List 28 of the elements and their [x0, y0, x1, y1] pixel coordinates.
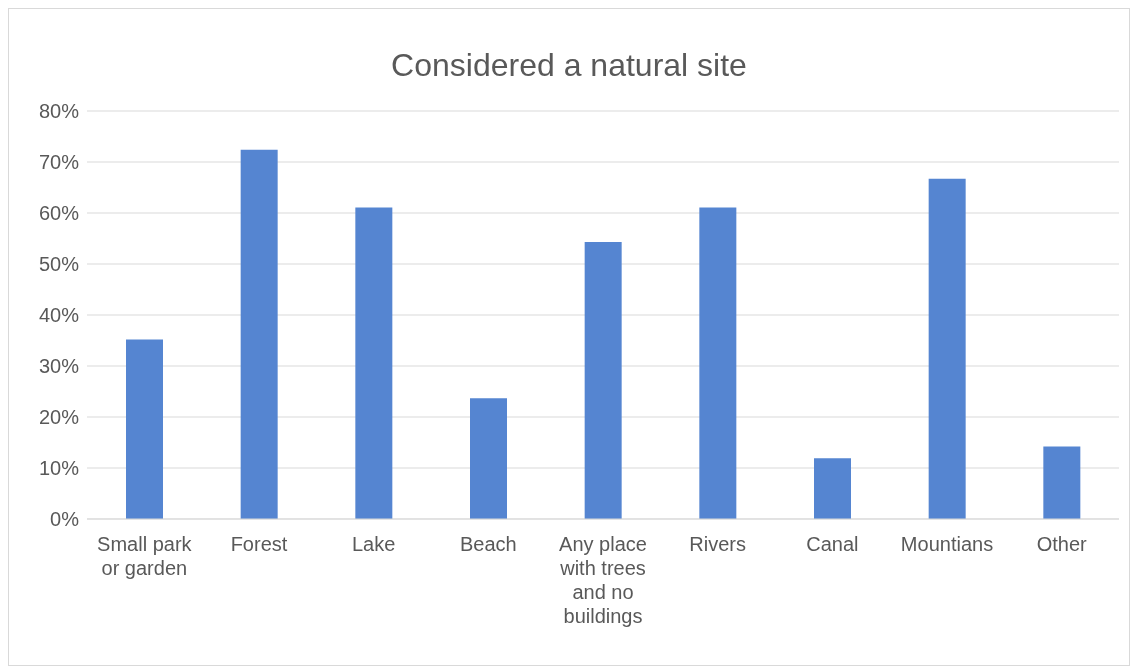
bar	[1043, 446, 1081, 519]
bar	[470, 398, 507, 519]
x-tick-label: Other	[1036, 533, 1088, 555]
bar	[928, 178, 966, 519]
x-tick-label: Canal	[806, 533, 859, 555]
x-tick-label: Forest	[230, 533, 288, 555]
y-tick-label: 30%	[38, 355, 80, 378]
y-tick-label: 0%	[50, 508, 80, 531]
y-tick-label: 70%	[38, 151, 80, 174]
bar	[355, 207, 393, 519]
y-tick-label: 40%	[38, 304, 80, 327]
x-tick-label: Rivers	[689, 533, 746, 555]
bar	[240, 149, 278, 519]
bar	[699, 207, 737, 519]
x-tick-label: Small park or garden	[97, 533, 193, 579]
bar	[814, 458, 851, 519]
x-tick-label: Beach	[459, 533, 517, 555]
y-tick-label: 20%	[38, 406, 80, 429]
bar	[126, 339, 163, 519]
bar	[584, 242, 622, 519]
x-tick-label: Lake	[351, 533, 396, 555]
y-tick-label: 60%	[38, 202, 80, 225]
x-tick-label: Any place with trees and no buildings	[559, 533, 647, 627]
y-tick-label: 80%	[38, 100, 80, 123]
chart-title: Considered a natural site	[390, 46, 748, 85]
x-tick-label: Mountians	[900, 533, 994, 555]
y-tick-label: 10%	[38, 457, 80, 480]
y-tick-label: 50%	[38, 253, 80, 276]
